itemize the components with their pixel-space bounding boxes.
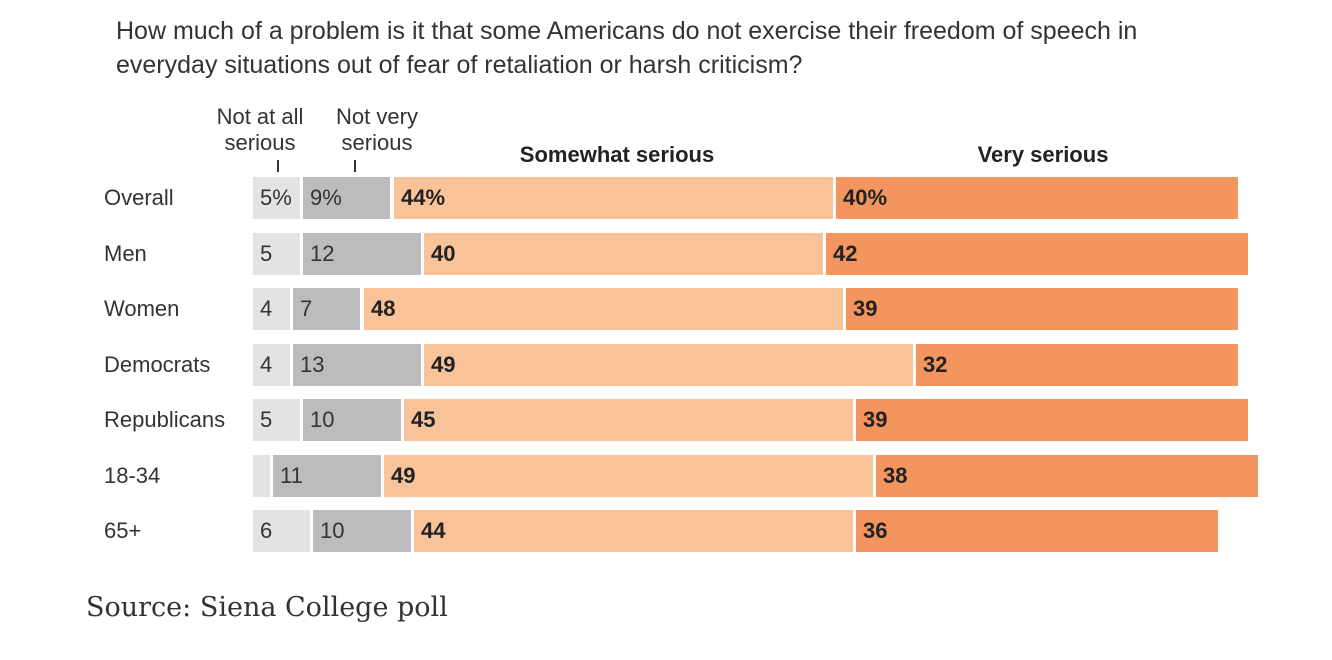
bar-women-somewhat-serious: 48 xyxy=(364,288,846,330)
bar-18-34-somewhat-serious: 49 xyxy=(384,455,876,497)
bar-65-very-serious: 36 xyxy=(856,510,1218,552)
source-note: Source: Siena College poll xyxy=(86,592,448,623)
row-label-democrats: Democrats xyxy=(104,352,211,377)
bar-men-not-at-all-serious: 5 xyxy=(253,233,303,275)
bar-republicans-not-at-all-serious: 5 xyxy=(253,399,303,441)
bar-overall-not-at-all-serious: 5% xyxy=(253,177,303,219)
bar-democrats-not-very-serious: 13 xyxy=(293,344,424,386)
bar-men-somewhat-serious: 40 xyxy=(424,233,826,275)
row-label-65: 65+ xyxy=(104,518,142,543)
bar-18-34-not-at-all-serious xyxy=(253,455,273,497)
row-label-men: Men xyxy=(104,241,147,266)
bar-65-not-at-all-serious: 6 xyxy=(253,510,313,552)
bar-men-very-serious: 42 xyxy=(826,233,1248,275)
bar-65-somewhat-serious: 44 xyxy=(414,510,856,552)
bar-democrats-very-serious: 32 xyxy=(916,344,1238,386)
bar-18-34-very-serious: 38 xyxy=(876,455,1258,497)
header-not-very-line2: serious xyxy=(341,130,413,155)
header-not-very-line1: Not very xyxy=(336,104,418,129)
bar-republicans-not-very-serious: 10 xyxy=(303,399,404,441)
bar-men-not-very-serious: 12 xyxy=(303,233,424,275)
header-not-at-all-serious: Not at all serious xyxy=(196,104,324,156)
bar-18-34-not-very-serious: 11 xyxy=(273,455,384,497)
header-not-very-tick xyxy=(354,160,356,172)
bar-65-not-very-serious: 10 xyxy=(313,510,414,552)
bar-republicans-very-serious: 39 xyxy=(856,399,1248,441)
header-not-at-all-line1: Not at all xyxy=(216,104,304,129)
bar-democrats-not-at-all-serious: 4 xyxy=(253,344,293,386)
bar-women-not-at-all-serious: 4 xyxy=(253,288,293,330)
chart-title: How much of a problem is it that some Am… xyxy=(116,17,1138,79)
bar-overall-very-serious: 40% xyxy=(836,177,1238,219)
bar-overall-somewhat-serious: 44% xyxy=(394,177,836,219)
header-somewhat-serious: Somewhat serious xyxy=(519,142,715,167)
header-not-very-serious: Not very serious xyxy=(318,104,436,156)
row-label-18-34: 18-34 xyxy=(104,463,161,488)
bar-overall-not-very-serious: 9% xyxy=(303,177,393,219)
bar-republicans-somewhat-serious: 45 xyxy=(404,399,856,441)
row-label-overall: Overall xyxy=(104,185,174,210)
header-very-serious: Very serious xyxy=(977,142,1109,167)
bar-women-not-very-serious: 7 xyxy=(293,288,363,330)
bar-women-very-serious: 39 xyxy=(846,288,1238,330)
header-not-at-all-line2: serious xyxy=(224,130,296,155)
header-not-at-all-tick xyxy=(277,160,279,172)
row-label-republicans: Republicans xyxy=(104,407,226,432)
bar-democrats-somewhat-serious: 49 xyxy=(424,344,916,386)
row-label-women: Women xyxy=(104,296,180,321)
